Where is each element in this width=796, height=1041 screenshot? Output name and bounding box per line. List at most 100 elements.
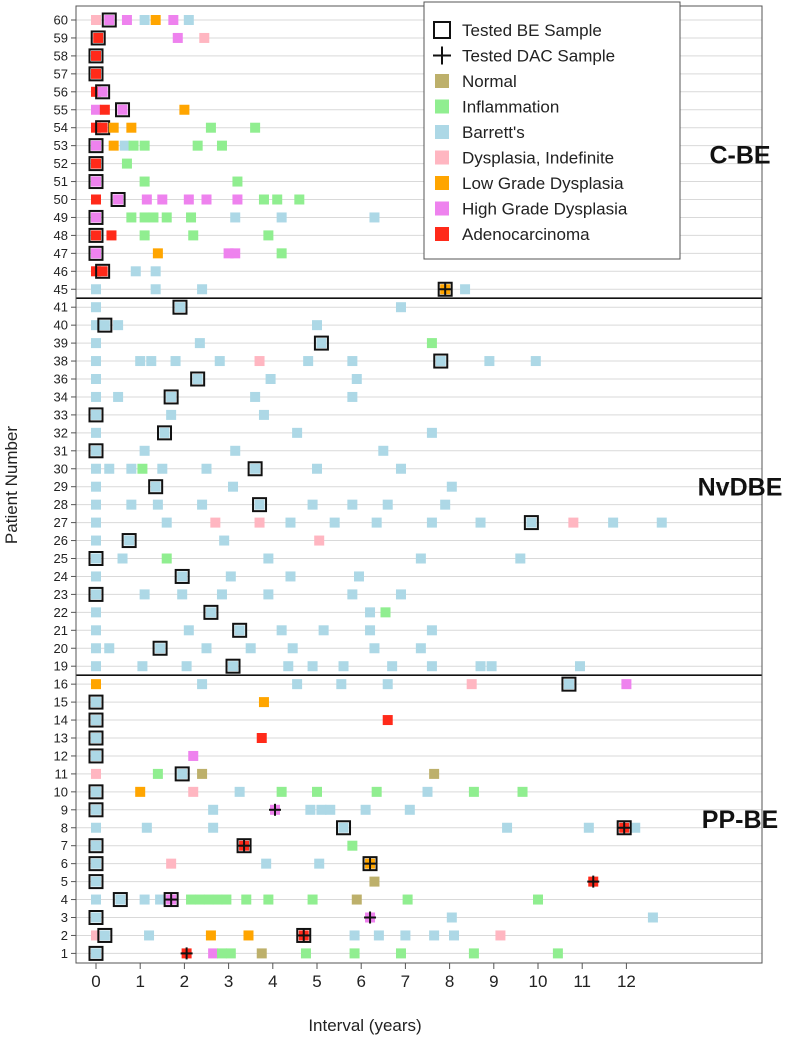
y-tick-label: 1 xyxy=(61,946,68,961)
sample-square-barrett-s xyxy=(371,517,382,528)
sample-square-barrett-s xyxy=(208,804,219,815)
y-tick-label: 56 xyxy=(54,84,68,99)
sample-square-barrett-s xyxy=(91,302,101,313)
y-tick-label: 39 xyxy=(54,336,68,351)
sample-square-barrett-s xyxy=(150,266,161,277)
sample-marker xyxy=(91,427,101,438)
legend-label: Adenocarcinoma xyxy=(462,225,590,244)
x-tick-label: 2 xyxy=(180,972,189,991)
sample-square-barrett-s xyxy=(91,571,101,582)
sample-marker xyxy=(110,192,126,207)
y-axis-label: Patient Number xyxy=(2,426,21,544)
sample-square-barrett-s xyxy=(254,499,265,510)
sample-marker xyxy=(285,571,296,582)
sample-square-inflammation xyxy=(148,212,159,223)
sample-square-inflammation xyxy=(552,948,563,959)
sample-marker xyxy=(91,194,101,205)
sample-square-barrett-s xyxy=(161,517,172,528)
tested-be-outline xyxy=(88,245,104,261)
sample-square-barrett-s xyxy=(353,571,364,582)
sample-marker xyxy=(371,786,382,797)
sample-square-inflammation xyxy=(371,786,382,797)
sample-square-barrett-s xyxy=(130,266,141,277)
sample-marker xyxy=(395,463,406,474)
sample-square-barrett-s xyxy=(91,715,101,726)
sample-marker xyxy=(365,607,376,618)
sample-square-barrett-s xyxy=(181,661,192,672)
tested-be-outline xyxy=(88,874,104,890)
x-tick-label: 11 xyxy=(573,972,591,991)
sample-marker xyxy=(104,463,115,474)
sample-marker xyxy=(276,625,287,636)
sample-marker xyxy=(152,499,163,510)
sample-marker xyxy=(203,604,219,620)
sample-square-barrett-s xyxy=(329,517,340,528)
sample-square-barrett-s xyxy=(219,535,230,546)
y-tick-label: 54 xyxy=(54,120,68,135)
tested-be-outline xyxy=(88,910,104,925)
sample-marker xyxy=(205,122,216,133)
sample-marker xyxy=(97,317,113,333)
legend-label: Low Grade Dysplasia xyxy=(462,174,624,193)
sample-square-barrett-s xyxy=(201,463,212,474)
sample-marker xyxy=(426,338,437,349)
sample-square-barrett-s xyxy=(166,409,177,420)
sample-marker xyxy=(371,517,382,528)
sample-marker xyxy=(91,391,101,402)
sample-marker xyxy=(91,356,101,367)
legend-be-icon xyxy=(433,21,451,39)
sample-square-barrett-s xyxy=(285,517,296,528)
tested-be-outline xyxy=(97,317,113,333)
sample-marker xyxy=(530,356,541,367)
sample-marker xyxy=(88,138,104,154)
sample-marker xyxy=(150,15,161,25)
y-tick-label: 6 xyxy=(61,856,68,871)
sample-marker xyxy=(395,589,406,600)
group-labels: PP-BE NvDBE C-BE xyxy=(698,142,783,834)
sample-square-barrett-s xyxy=(276,212,287,223)
sample-marker xyxy=(88,856,104,872)
sample-square-barrett-s xyxy=(415,643,426,654)
sample-square-adenocarcinoma xyxy=(99,104,110,115)
y-tick-label: 11 xyxy=(55,766,69,781)
sample-marker xyxy=(95,263,111,279)
plot-frame xyxy=(75,5,763,964)
sample-marker xyxy=(475,661,486,672)
sample-marker xyxy=(250,391,261,402)
sample-marker xyxy=(276,212,287,223)
tested-be-outline xyxy=(203,604,219,620)
sample-square-barrett-s xyxy=(91,912,101,923)
sample-marker xyxy=(225,571,236,582)
sample-square-barrett-s xyxy=(307,499,318,510)
tested-be-outline xyxy=(157,425,173,441)
sample-marker xyxy=(126,499,137,510)
sample-square-barrett-s xyxy=(201,643,212,654)
sample-marker xyxy=(91,104,101,115)
sample-marker xyxy=(616,820,632,836)
sample-square-low-grade-dysplasia xyxy=(152,248,163,259)
sample-square-inflammation xyxy=(402,894,413,905)
sample-square-inflammation xyxy=(276,248,287,259)
sample-marker xyxy=(422,786,433,797)
sample-marker xyxy=(574,661,585,672)
sample-marker xyxy=(91,463,101,474)
legend-swatch xyxy=(435,125,449,139)
x-tick-label: 10 xyxy=(529,972,548,991)
sample-square-high-grade-dysplasia xyxy=(183,194,194,205)
sample-square-barrett-s xyxy=(177,768,188,779)
sample-square-inflammation xyxy=(263,894,274,905)
sample-square-inflammation xyxy=(139,176,150,187)
sample-marker xyxy=(486,661,497,672)
sample-square-inflammation xyxy=(212,894,223,905)
sample-marker xyxy=(88,748,104,764)
sample-square-barrett-s xyxy=(144,930,155,941)
sample-marker xyxy=(225,948,236,959)
sample-marker xyxy=(402,894,413,905)
sample-marker xyxy=(296,927,312,943)
sample-marker xyxy=(325,804,336,815)
y-tick-label: 7 xyxy=(61,838,68,853)
sample-marker xyxy=(108,122,119,133)
sample-square-barrett-s xyxy=(91,750,101,761)
sample-marker xyxy=(276,786,287,797)
group-label: PP-BE xyxy=(702,806,778,834)
